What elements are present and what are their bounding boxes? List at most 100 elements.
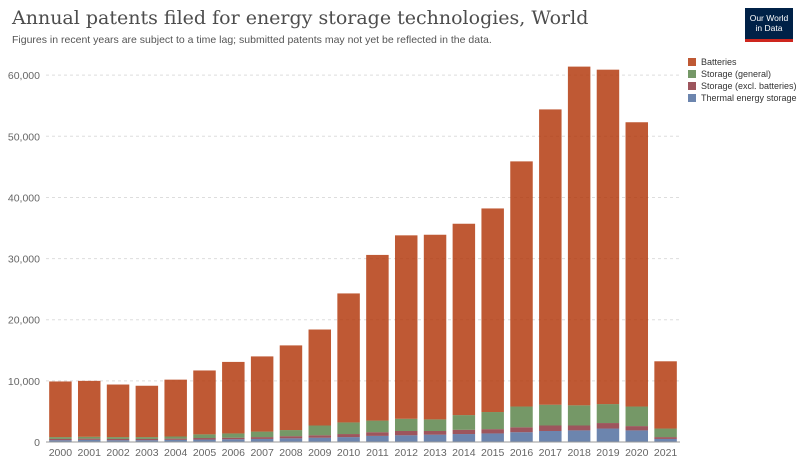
bar-segment[interactable] — [309, 438, 331, 442]
bar-segment[interactable] — [539, 425, 561, 431]
legend-swatch — [688, 94, 696, 102]
bar-segment[interactable] — [107, 439, 129, 440]
x-tick-label: 2015 — [481, 447, 505, 459]
bar-segment[interactable] — [481, 429, 503, 433]
bar-segment[interactable] — [424, 235, 446, 420]
bar-segment[interactable] — [453, 415, 475, 430]
bar-layer — [49, 67, 677, 442]
x-tick-label: 2013 — [423, 447, 447, 459]
bar-segment[interactable] — [597, 423, 619, 429]
bar-segment[interactable] — [136, 439, 158, 440]
bar-segment[interactable] — [424, 419, 446, 431]
bar-segment[interactable] — [280, 438, 302, 442]
bar-segment[interactable] — [568, 405, 590, 425]
bar-segment[interactable] — [597, 404, 619, 423]
bar-segment[interactable] — [453, 224, 475, 415]
bar-segment[interactable] — [107, 437, 129, 439]
bar-segment[interactable] — [136, 437, 158, 439]
bar-segment[interactable] — [49, 381, 71, 437]
bar-segment[interactable] — [626, 430, 648, 442]
bar-segment[interactable] — [49, 437, 71, 439]
bar-segment[interactable] — [481, 433, 503, 442]
legend-item[interactable]: Thermal energy storage — [688, 92, 797, 104]
x-tick-label: 2021 — [654, 447, 678, 459]
bar-segment[interactable] — [568, 430, 590, 442]
bar-segment[interactable] — [453, 430, 475, 434]
x-tick-label: 2008 — [279, 447, 303, 459]
bar-segment[interactable] — [251, 437, 273, 439]
bar-segment[interactable] — [568, 425, 590, 430]
bar-segment[interactable] — [78, 381, 100, 437]
bar-segment[interactable] — [395, 419, 417, 431]
bar-segment[interactable] — [568, 67, 590, 406]
x-tick-label: 2016 — [510, 447, 534, 459]
bar-segment[interactable] — [395, 235, 417, 418]
bar-segment[interactable] — [251, 356, 273, 431]
bar-segment[interactable] — [481, 208, 503, 412]
y-tick-label: 60,000 — [8, 70, 40, 82]
bar-segment[interactable] — [309, 330, 331, 426]
bar-segment[interactable] — [510, 407, 532, 428]
legend-swatch — [688, 82, 696, 90]
bar-segment[interactable] — [280, 430, 302, 436]
bar-segment[interactable] — [337, 437, 359, 442]
x-tick-label: 2010 — [337, 447, 361, 459]
bar-segment[interactable] — [626, 426, 648, 430]
bar-segment[interactable] — [164, 439, 186, 440]
x-tick-label: 2017 — [539, 447, 563, 459]
bar-segment[interactable] — [424, 435, 446, 442]
bar-segment[interactable] — [280, 345, 302, 430]
bar-segment[interactable] — [49, 439, 71, 440]
bar-segment[interactable] — [597, 70, 619, 404]
bar-segment[interactable] — [164, 437, 186, 439]
bar-segment[interactable] — [78, 437, 100, 439]
bar-segment[interactable] — [395, 435, 417, 442]
bar-segment[interactable] — [309, 425, 331, 435]
y-tick-label: 30,000 — [8, 254, 40, 266]
bar-segment[interactable] — [539, 109, 561, 404]
bar-segment[interactable] — [424, 431, 446, 435]
bar-segment[interactable] — [222, 362, 244, 434]
bar-segment[interactable] — [539, 431, 561, 442]
bar-segment[interactable] — [222, 438, 244, 440]
bar-segment[interactable] — [164, 380, 186, 437]
bar-segment[interactable] — [193, 438, 215, 440]
bar-segment[interactable] — [510, 427, 532, 432]
bar-segment[interactable] — [539, 405, 561, 426]
bar-segment[interactable] — [395, 431, 417, 435]
legend-label: Thermal energy storage — [701, 93, 797, 103]
bar-segment[interactable] — [309, 435, 331, 437]
bar-segment[interactable] — [222, 433, 244, 437]
bar-segment[interactable] — [280, 436, 302, 438]
legend-label: Storage (excl. batteries) — [701, 81, 797, 91]
bar-segment[interactable] — [626, 407, 648, 427]
legend-item[interactable]: Batteries — [688, 56, 797, 68]
bar-segment[interactable] — [510, 161, 532, 406]
bar-segment[interactable] — [453, 434, 475, 442]
bar-segment[interactable] — [626, 122, 648, 406]
bar-segment[interactable] — [193, 370, 215, 434]
bar-segment[interactable] — [366, 421, 388, 433]
bar-segment[interactable] — [366, 432, 388, 436]
bar-segment[interactable] — [107, 385, 129, 438]
bar-segment[interactable] — [366, 436, 388, 442]
bar-segment[interactable] — [654, 361, 676, 428]
legend-item[interactable]: Storage (excl. batteries) — [688, 80, 797, 92]
bar-segment[interactable] — [337, 422, 359, 434]
bar-segment[interactable] — [597, 429, 619, 442]
bar-segment[interactable] — [337, 293, 359, 422]
bar-segment[interactable] — [136, 386, 158, 437]
x-tick-label: 2005 — [193, 447, 217, 459]
bar-segment[interactable] — [251, 432, 273, 438]
y-tick-label: 20,000 — [8, 315, 40, 327]
legend-item[interactable]: Storage (general) — [688, 68, 797, 80]
bar-segment[interactable] — [193, 434, 215, 438]
bar-segment[interactable] — [78, 439, 100, 440]
bar-segment[interactable] — [510, 432, 532, 442]
y-tick-label: 0 — [34, 437, 40, 449]
bar-segment[interactable] — [654, 437, 676, 439]
bar-segment[interactable] — [654, 429, 676, 438]
bar-segment[interactable] — [366, 255, 388, 421]
bar-segment[interactable] — [481, 412, 503, 429]
bar-segment[interactable] — [337, 434, 359, 437]
